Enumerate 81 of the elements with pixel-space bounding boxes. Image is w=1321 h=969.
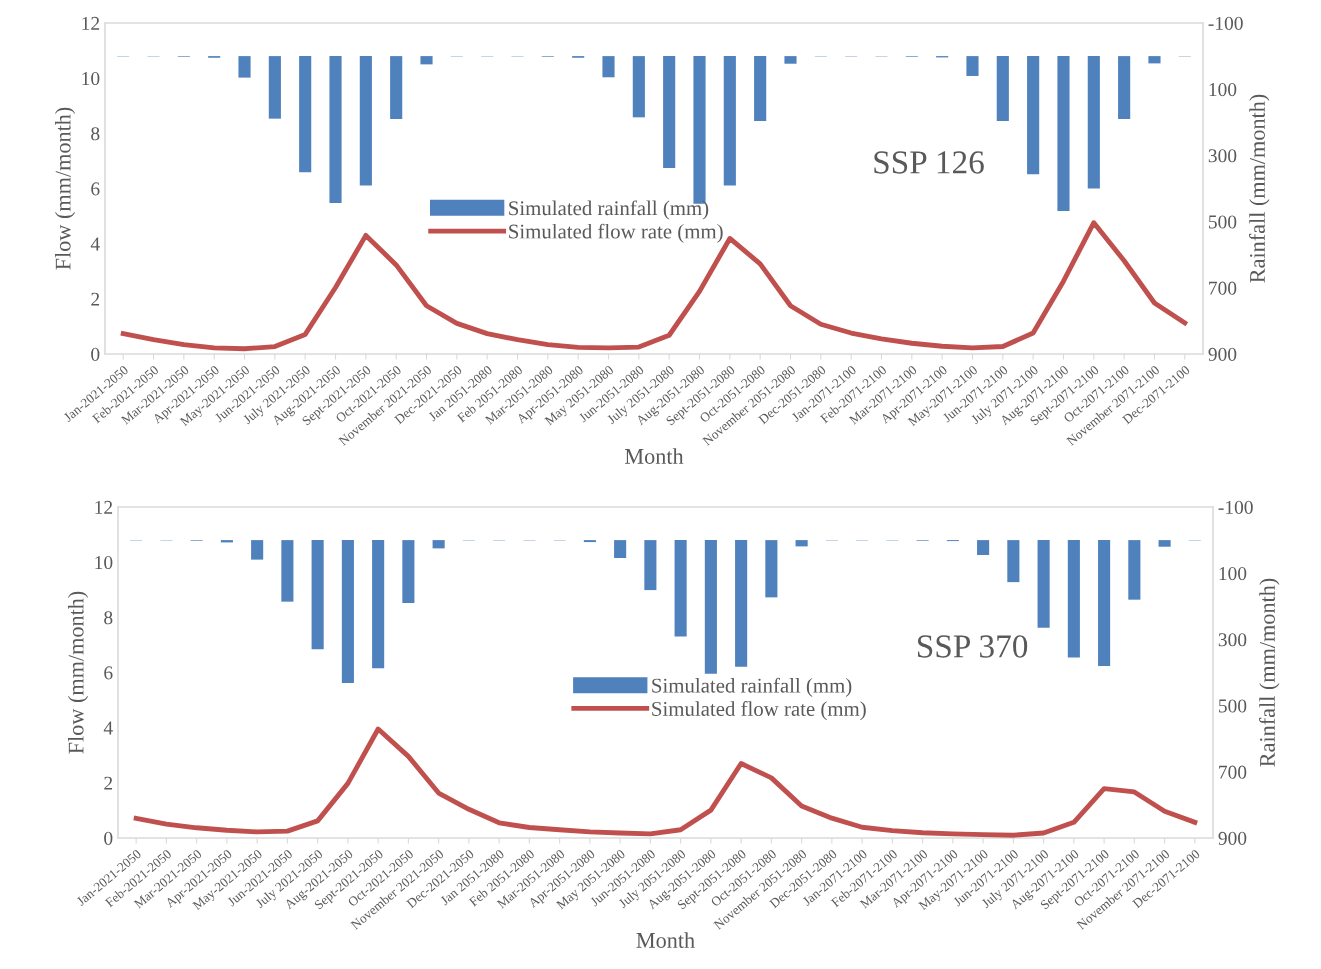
bar bbox=[1148, 56, 1161, 64]
y-tick-label: 12 bbox=[82, 16, 100, 30]
y-tick-label: 0 bbox=[91, 347, 100, 361]
y-tick-label: 10 bbox=[95, 555, 113, 570]
bar bbox=[299, 56, 312, 173]
bar bbox=[1158, 540, 1171, 547]
y2-axis-title: Rainfall (mm/month) bbox=[1249, 94, 1270, 283]
annotation: SSP 126 bbox=[874, 151, 984, 174]
y-tick-label: 6 bbox=[104, 666, 113, 680]
y2-tick-label: 300 bbox=[1218, 633, 1247, 647]
bar bbox=[632, 56, 645, 118]
y2-tick-label: 700 bbox=[1219, 765, 1247, 779]
bar bbox=[723, 56, 736, 186]
bar bbox=[1128, 540, 1141, 600]
bar bbox=[1007, 540, 1020, 583]
y-tick-label: 6 bbox=[91, 182, 100, 196]
bar bbox=[1067, 540, 1080, 658]
line-series bbox=[133, 726, 1198, 838]
legend-label: Simulated flow rate (mm) bbox=[652, 701, 866, 721]
legend-label: Simulated rainfall (mm) bbox=[652, 677, 852, 697]
legend-label: Simulated flow rate (mm) bbox=[509, 223, 723, 243]
x-axis-title: Month bbox=[625, 448, 684, 464]
bar bbox=[614, 540, 627, 558]
y2-axis-title: Rainfall (mm/month) bbox=[1259, 578, 1280, 767]
bar bbox=[281, 540, 294, 602]
y-tick-label: 2 bbox=[104, 776, 113, 790]
bar bbox=[1098, 540, 1111, 666]
y2-tick-label: 100 bbox=[1219, 567, 1247, 581]
bar bbox=[735, 540, 748, 667]
y2-tick-label: 900 bbox=[1218, 831, 1247, 845]
y-tick-label: 2 bbox=[91, 292, 100, 306]
bar bbox=[1087, 56, 1100, 189]
y2-tick-label: 100 bbox=[1209, 83, 1237, 97]
bar bbox=[1037, 540, 1050, 628]
bar bbox=[251, 540, 264, 560]
bar bbox=[602, 56, 615, 78]
bar bbox=[996, 56, 1009, 121]
bar bbox=[432, 540, 445, 549]
bar bbox=[390, 56, 403, 119]
bar bbox=[1057, 56, 1070, 212]
bar bbox=[795, 540, 808, 547]
y-tick-label: 8 bbox=[91, 127, 100, 141]
y2-tick-label: 900 bbox=[1208, 347, 1237, 361]
y-axis-title: Flow (mm/month) bbox=[54, 107, 76, 270]
y-tick-label: 4 bbox=[103, 721, 113, 735]
y-tick-label: 4 bbox=[90, 237, 100, 251]
y-tick-label: 12 bbox=[95, 500, 113, 514]
y-tick-label: 0 bbox=[104, 831, 113, 845]
bar bbox=[311, 540, 324, 650]
y-tick-label: 10 bbox=[82, 71, 100, 86]
x-axis-title: Month bbox=[636, 932, 695, 948]
bar bbox=[663, 56, 676, 168]
bar bbox=[329, 56, 342, 204]
y2-tick-label: 300 bbox=[1208, 149, 1237, 163]
y2-tick-label: 700 bbox=[1209, 281, 1237, 295]
bar bbox=[784, 56, 797, 64]
y2-tick-label: 500 bbox=[1208, 215, 1237, 229]
bar bbox=[1027, 56, 1040, 175]
y2-tick-label: -100 bbox=[1208, 16, 1243, 30]
bar bbox=[372, 540, 385, 669]
bar bbox=[977, 540, 990, 555]
y-axis-title: Flow (mm/month) bbox=[67, 591, 89, 754]
line-series bbox=[120, 220, 1188, 352]
y2-tick-label: -100 bbox=[1218, 500, 1253, 514]
bar bbox=[704, 540, 717, 674]
bar bbox=[359, 56, 372, 186]
legend-label: Simulated rainfall (mm) bbox=[509, 200, 709, 220]
bar bbox=[754, 56, 767, 121]
bar bbox=[420, 56, 433, 65]
bar bbox=[1118, 56, 1131, 119]
bar bbox=[268, 56, 281, 119]
bar bbox=[238, 56, 251, 78]
y-tick-label: 8 bbox=[104, 611, 113, 625]
bar bbox=[402, 540, 415, 603]
bar bbox=[765, 540, 778, 598]
bar bbox=[341, 540, 354, 684]
bar bbox=[674, 540, 687, 637]
annotation: SSP 370 bbox=[917, 635, 1028, 658]
bar bbox=[966, 56, 979, 76]
y2-tick-label: 500 bbox=[1218, 699, 1247, 713]
bar bbox=[644, 540, 657, 591]
